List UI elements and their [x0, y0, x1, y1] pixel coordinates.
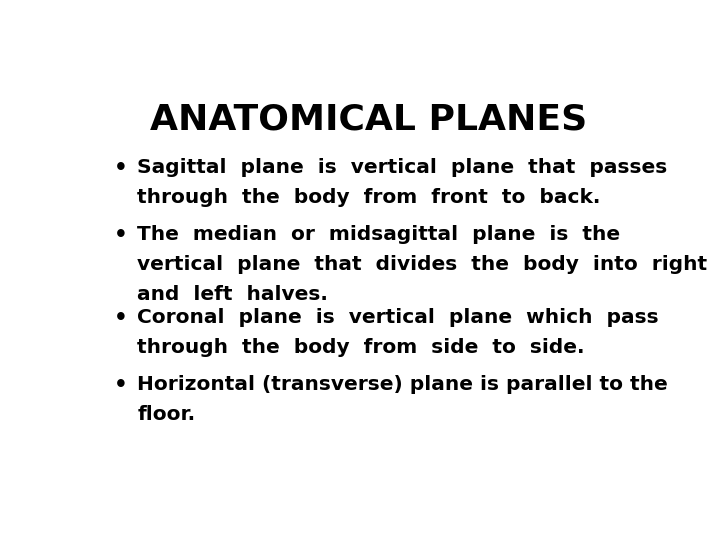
Text: Coronal  plane  is  vertical  plane  which  pass: Coronal plane is vertical plane which pa…	[138, 308, 659, 327]
Text: through  the  body  from  front  to  back.: through the body from front to back.	[138, 188, 600, 207]
Text: floor.: floor.	[138, 404, 196, 423]
Text: ANATOMICAL PLANES: ANATOMICAL PLANES	[150, 102, 588, 136]
Text: through  the  body  from  side  to  side.: through the body from side to side.	[138, 338, 585, 357]
Text: vertical  plane  that  divides  the  body  into  right: vertical plane that divides the body int…	[138, 255, 708, 274]
Text: •: •	[114, 225, 127, 245]
Text: Sagittal  plane  is  vertical  plane  that  passes: Sagittal plane is vertical plane that pa…	[138, 158, 667, 177]
Text: •: •	[114, 158, 127, 178]
Text: The  median  or  midsagittal  plane  is  the: The median or midsagittal plane is the	[138, 225, 621, 244]
Text: •: •	[114, 308, 127, 328]
Text: Horizontal (transverse) plane is parallel to the: Horizontal (transverse) plane is paralle…	[138, 375, 668, 394]
Text: and  left  halves.: and left halves.	[138, 285, 328, 304]
Text: •: •	[114, 375, 127, 395]
